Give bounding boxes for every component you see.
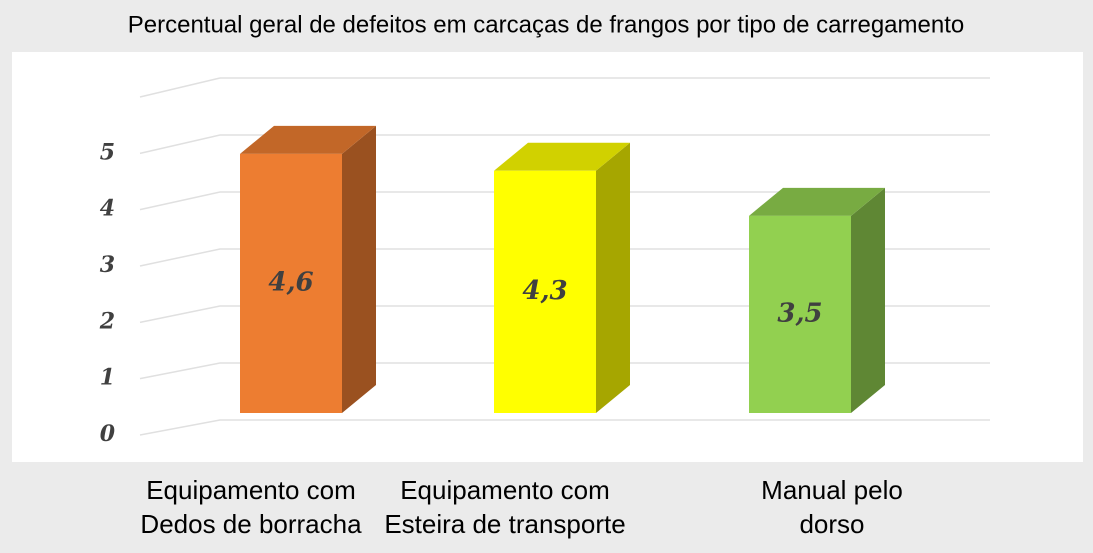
bar-top [494,142,630,171]
y-tick-label: 5 [100,139,115,165]
x-tick-label: Equipamento com [146,475,356,505]
y-tick-label: 1 [100,365,115,391]
bar-side [851,187,885,413]
x-tick-label: Dedos de borracha [140,509,362,539]
grid-line [139,419,990,436]
data-label: 3,5 [777,298,822,328]
data-label: 4,3 [522,276,567,306]
y-tick-label: 2 [99,308,115,334]
chart-title: Percentual geral de defeitos em carcaças… [128,11,964,38]
bar [749,215,851,413]
x-tick-label: dorso [799,509,864,539]
x-tick-label: Esteira de transporte [384,509,625,539]
y-tick-label: 4 [100,196,115,222]
x-tick-label: Manual pelo [761,475,903,505]
x-tick-label: Equipamento com [400,475,610,505]
bar-top [749,187,885,216]
bar [240,153,342,413]
grid-line [139,362,990,380]
grid-line [139,305,990,324]
grid-line [139,134,990,155]
y-tick-label: 3 [100,252,115,278]
bar [494,170,596,413]
data-label: 4,6 [268,267,313,297]
y-tick-label: 0 [100,421,116,447]
grid-line [139,248,990,267]
bar-side [596,142,630,413]
wall-top [139,77,221,98]
grid-line [139,191,990,211]
bar-side [342,125,376,413]
bar-top [240,125,376,154]
